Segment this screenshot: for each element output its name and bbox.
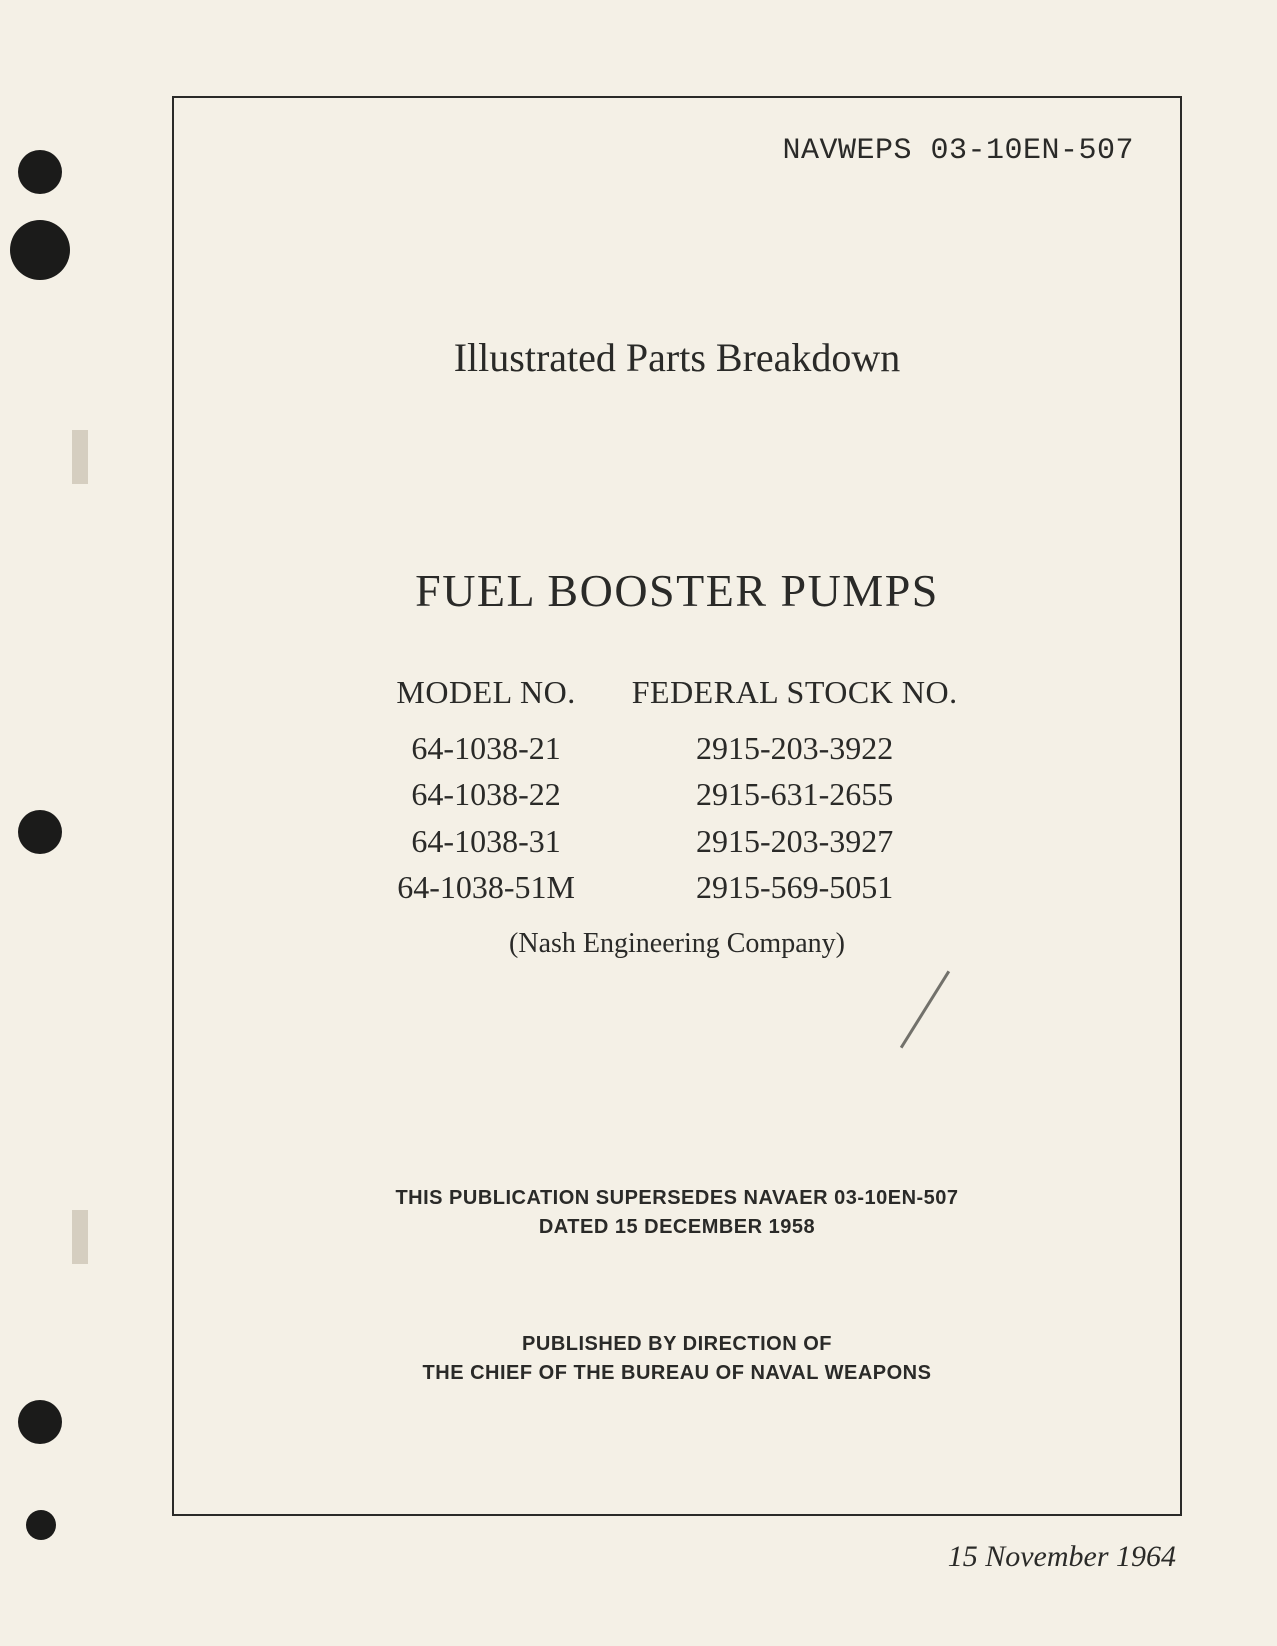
stock-column: FEDERAL STOCK NO. 2915-203-3922 2915-631…: [632, 674, 958, 911]
scan-artifact: [900, 971, 950, 1049]
doc-title: FUEL BOOSTER PUMPS: [174, 564, 1180, 617]
document-id: NAVWEPS 03-10EN-507: [782, 134, 1134, 168]
stock-value: 2915-569-5051: [696, 864, 893, 910]
punch-hole: [18, 810, 62, 854]
scanned-page: NAVWEPS 03-10EN-507 Illustrated Parts Br…: [0, 0, 1277, 1646]
publication-date: 15 November 1964: [172, 1540, 1182, 1574]
model-value: 64-1038-22: [411, 771, 560, 817]
publisher-line: PUBLISHED BY DIRECTION OF: [174, 1330, 1180, 1359]
model-column-header: MODEL NO.: [396, 674, 575, 711]
punch-hole: [18, 150, 62, 194]
publisher-line: THE CHIEF OF THE BUREAU OF NAVAL WEAPONS: [174, 1359, 1180, 1388]
publisher-block: PUBLISHED BY DIRECTION OF THE CHIEF OF T…: [174, 1330, 1180, 1388]
model-value: 64-1038-51M: [397, 864, 575, 910]
doc-subtitle: Illustrated Parts Breakdown: [174, 334, 1180, 381]
model-column: MODEL NO. 64-1038-21 64-1038-22 64-1038-…: [396, 674, 575, 911]
supersedes-line: DATED 15 DECEMBER 1958: [174, 1213, 1180, 1242]
binding-mark: [72, 430, 88, 484]
company-name: (Nash Engineering Company): [174, 928, 1180, 960]
supersedes-line: THIS PUBLICATION SUPERSEDES NAVAER 03-10…: [174, 1184, 1180, 1213]
punch-hole: [18, 1400, 62, 1444]
punch-hole: [10, 220, 70, 280]
model-value: 64-1038-31: [411, 818, 560, 864]
supersedes-block: THIS PUBLICATION SUPERSEDES NAVAER 03-10…: [174, 1184, 1180, 1242]
model-stock-columns: MODEL NO. 64-1038-21 64-1038-22 64-1038-…: [174, 674, 1180, 911]
binding-mark: [72, 1210, 88, 1264]
model-value: 64-1038-21: [411, 725, 560, 771]
stock-value: 2915-203-3922: [696, 725, 893, 771]
content-frame: NAVWEPS 03-10EN-507 Illustrated Parts Br…: [172, 96, 1182, 1516]
stock-column-header: FEDERAL STOCK NO.: [632, 674, 958, 711]
stock-value: 2915-203-3927: [696, 818, 893, 864]
punch-hole: [26, 1510, 56, 1540]
stock-value: 2915-631-2655: [696, 771, 893, 817]
